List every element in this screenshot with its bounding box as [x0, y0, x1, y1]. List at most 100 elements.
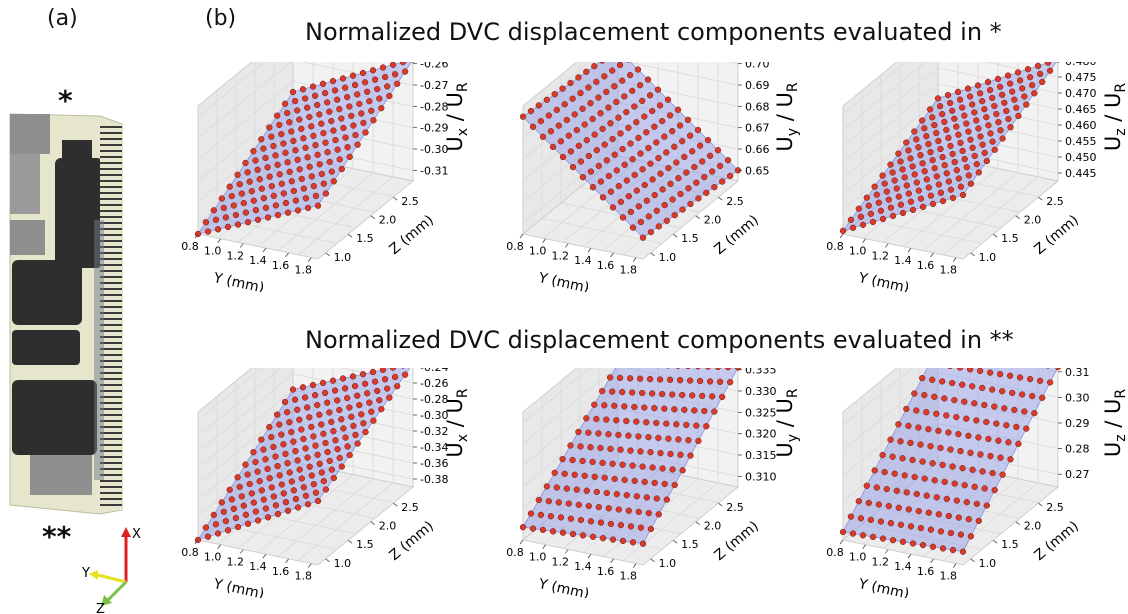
data-point	[625, 432, 632, 439]
data-point	[234, 523, 242, 531]
data-point	[301, 95, 309, 102]
data-point	[639, 389, 646, 397]
data-point	[963, 120, 970, 127]
x-axis-label: Y (mm)	[536, 576, 590, 598]
x-tick-label: 1.2	[872, 555, 890, 568]
data-point	[879, 215, 887, 223]
z-tick-label: 0.335	[745, 368, 777, 377]
data-point	[635, 508, 642, 516]
data-point	[905, 422, 912, 430]
data-point	[939, 153, 946, 161]
data-point	[629, 224, 637, 231]
z-axis-label: Uy / UR	[773, 388, 800, 457]
data-point	[921, 475, 928, 482]
data-point	[328, 466, 335, 473]
data-point	[290, 438, 297, 445]
data-point	[635, 203, 642, 210]
data-point	[897, 201, 905, 208]
data-point	[286, 469, 293, 476]
data-point	[210, 207, 217, 214]
data-point	[371, 76, 379, 83]
data-point	[941, 118, 948, 126]
data-point	[543, 96, 550, 103]
data-point	[931, 165, 938, 172]
data-point	[204, 533, 212, 540]
z-tick-label: 0.460	[1065, 119, 1097, 132]
data-point	[274, 211, 282, 219]
data-point	[615, 114, 622, 121]
data-point	[941, 478, 948, 486]
data-point	[266, 124, 273, 131]
data-point	[627, 208, 635, 216]
data-point	[569, 163, 577, 171]
data-point	[981, 106, 988, 113]
data-point	[284, 209, 292, 216]
data-point	[1013, 423, 1020, 431]
data-point	[276, 171, 283, 178]
data-point	[318, 469, 325, 476]
data-point	[583, 137, 590, 144]
data-point	[1006, 80, 1014, 87]
data-point	[655, 223, 662, 230]
data-point	[246, 178, 253, 185]
data-point	[230, 202, 237, 209]
data-point	[991, 486, 998, 494]
scatter-points	[839, 368, 1061, 555]
x-tick-label: 1.0	[849, 245, 867, 258]
data-point	[339, 75, 347, 82]
data-point	[955, 430, 962, 438]
data-point	[356, 100, 363, 108]
data-point	[246, 480, 253, 488]
z-tick-label: 0.69	[745, 79, 770, 92]
data-point	[344, 443, 351, 450]
panel-label-a: (a)	[47, 6, 78, 31]
data-point	[651, 191, 658, 199]
data-point	[909, 206, 917, 214]
data-point	[956, 368, 964, 371]
data-point	[595, 503, 602, 511]
data-point	[907, 155, 914, 162]
data-point	[535, 496, 542, 504]
data-point	[366, 399, 373, 406]
data-point	[360, 420, 367, 427]
data-point	[212, 216, 220, 223]
data-point	[666, 376, 674, 383]
data-point	[310, 481, 317, 488]
x-tick-label: 1.2	[552, 555, 570, 568]
data-point	[664, 96, 672, 103]
data-point	[631, 477, 638, 485]
data-point	[887, 161, 894, 168]
data-point	[889, 169, 896, 176]
data-point	[947, 368, 953, 370]
data-point	[666, 112, 674, 119]
data-point	[599, 194, 607, 201]
data-point	[224, 223, 232, 231]
data-point	[915, 507, 922, 515]
data-point	[346, 404, 353, 411]
data-point	[965, 128, 972, 135]
data-point	[316, 411, 323, 418]
data-point	[527, 510, 535, 517]
data-point	[336, 406, 343, 414]
data-point	[983, 157, 990, 165]
data-point	[238, 190, 245, 197]
data-point	[320, 430, 327, 437]
data-point	[629, 156, 636, 163]
data-point	[611, 475, 618, 483]
data-point	[322, 139, 329, 146]
y-tick-label: 1.5	[681, 232, 699, 245]
data-point	[675, 175, 682, 182]
data-point	[306, 414, 313, 421]
z-tick-label: -0.28	[420, 100, 448, 113]
data-point	[349, 373, 357, 380]
data-point	[719, 178, 726, 185]
data-point	[605, 431, 612, 438]
data-point	[701, 173, 708, 181]
data-point	[244, 520, 252, 527]
data-point	[893, 185, 900, 192]
data-point	[597, 178, 605, 185]
data-point	[903, 489, 910, 496]
data-point	[927, 192, 935, 199]
data-point	[881, 468, 888, 476]
data-point	[240, 199, 247, 207]
